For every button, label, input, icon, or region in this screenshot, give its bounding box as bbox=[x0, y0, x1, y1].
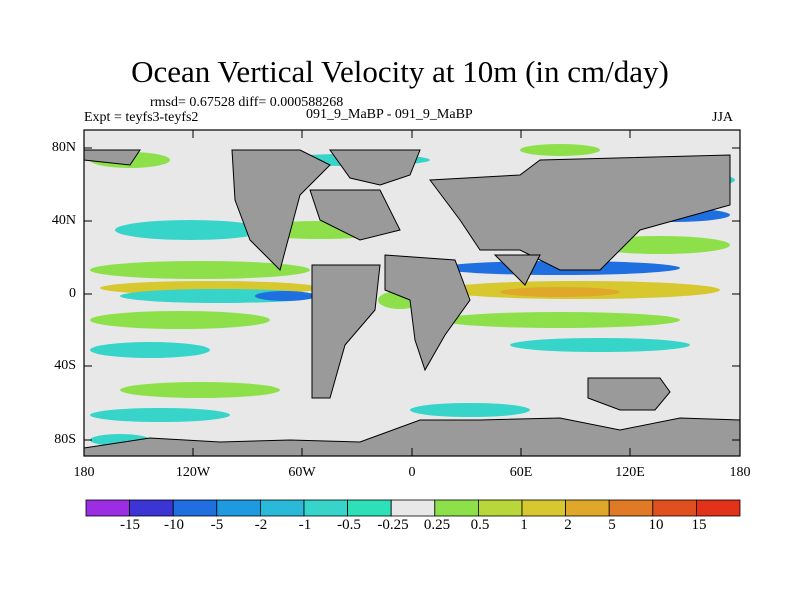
colorbar-label: 15 bbox=[691, 517, 707, 533]
colorbar-swatch bbox=[303, 499, 348, 517]
figure-title: Ocean Vertical Velocity at 10m (in cm/da… bbox=[131, 54, 669, 89]
land-india bbox=[493, 254, 541, 286]
colorbar-swatch bbox=[172, 499, 218, 517]
colorbar-label: -0.25 bbox=[377, 517, 409, 533]
colorbar-swatch bbox=[652, 499, 697, 517]
season-label: JJA bbox=[712, 110, 734, 125]
center-label: 091_9_MaBP - 091_9_MaBP bbox=[306, 107, 473, 122]
lon-label-180e: 180 bbox=[729, 465, 751, 480]
colorbar-label: 0.5 bbox=[470, 517, 490, 533]
colorbar-swatch bbox=[434, 499, 479, 517]
colorbar-label: 5 bbox=[608, 517, 616, 533]
colorbar-swatch bbox=[696, 499, 741, 517]
colorbar-label: -15 bbox=[120, 517, 140, 533]
colorbar-swatch bbox=[565, 499, 610, 517]
colorbar-label: -10 bbox=[164, 517, 184, 533]
lat-label-40n: 40N bbox=[51, 213, 76, 228]
experiment-label: Expt = teyfs3-teyfs2 bbox=[84, 110, 199, 125]
lon-label-180w: 180 bbox=[73, 465, 95, 480]
lat-label-0: 0 bbox=[69, 286, 76, 301]
colorbar-label: 0.25 bbox=[423, 517, 451, 533]
lon-label-120e: 120E bbox=[615, 465, 645, 480]
colorbar-swatch bbox=[347, 499, 392, 517]
land bbox=[83, 149, 741, 457]
land-greenland bbox=[329, 149, 421, 186]
colorbar-label: -0.5 bbox=[337, 517, 361, 533]
lon-label-0: 0 bbox=[408, 465, 416, 480]
colorbar bbox=[85, 499, 741, 517]
lon-label-60e: 60E bbox=[509, 465, 533, 480]
colorbar-swatch bbox=[390, 499, 436, 517]
colorbar-swatch bbox=[477, 499, 523, 517]
colorbar-swatch bbox=[216, 499, 261, 517]
colorbar-swatch bbox=[129, 499, 174, 517]
lon-label-60w: 60W bbox=[288, 465, 316, 480]
colorbar-label: -1 bbox=[298, 517, 312, 533]
land-south-america bbox=[311, 264, 381, 399]
lon-ticks bbox=[83, 130, 741, 456]
colorbar-label: 2 bbox=[564, 517, 572, 533]
colorbar-swatch bbox=[608, 499, 654, 517]
stats-label: rmsd= 0.67528 diff= 0.000588268 bbox=[150, 95, 344, 110]
colorbar-label: 1 bbox=[520, 517, 528, 533]
land-north-america bbox=[231, 149, 331, 271]
land-australia bbox=[587, 377, 671, 411]
colorbar-label: -5 bbox=[210, 517, 224, 533]
colorbar-swatch bbox=[85, 499, 130, 517]
lat-label-80s: 80S bbox=[54, 432, 76, 447]
colorbar-swatch bbox=[521, 499, 566, 517]
lat-label-40s: 40S bbox=[54, 358, 76, 373]
land-eurasia bbox=[429, 154, 731, 271]
colorbar-swatch bbox=[259, 499, 305, 517]
lat-ticks bbox=[84, 147, 740, 441]
colorbar-label: -2 bbox=[254, 517, 268, 533]
lon-label-120w: 120W bbox=[175, 465, 211, 480]
land-europe bbox=[309, 189, 401, 241]
land-africa bbox=[384, 254, 471, 372]
lat-label-80n: 80N bbox=[51, 140, 76, 155]
colorbar-label: 10 bbox=[648, 517, 664, 533]
